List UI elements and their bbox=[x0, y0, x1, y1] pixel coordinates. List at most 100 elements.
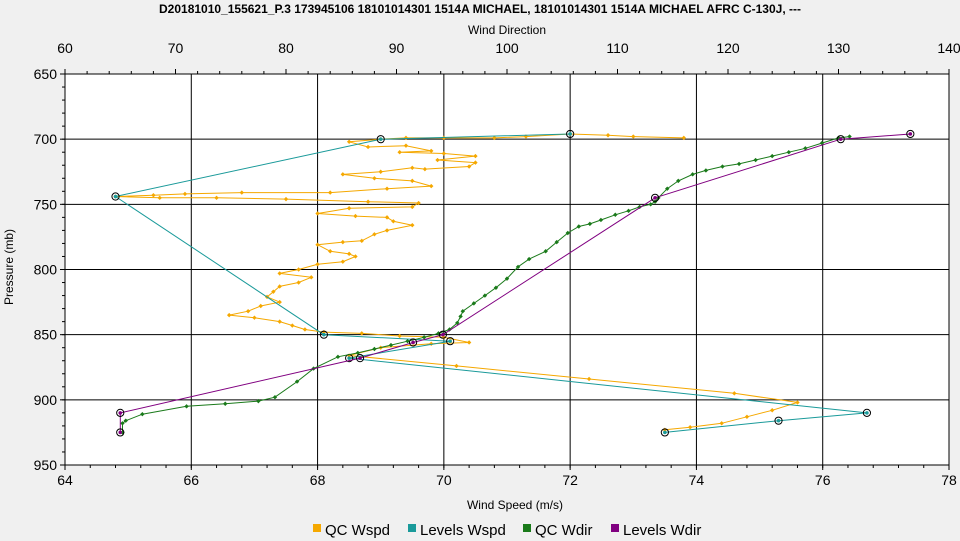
series-line bbox=[115, 133, 798, 431]
data-point-ring bbox=[650, 193, 660, 202]
data-point bbox=[378, 169, 383, 174]
data-point bbox=[441, 332, 445, 337]
data-point bbox=[296, 267, 301, 272]
data-point bbox=[182, 191, 188, 197]
data-point bbox=[245, 309, 251, 314]
data-point bbox=[732, 391, 737, 396]
data-point bbox=[466, 164, 472, 169]
data-point bbox=[736, 161, 742, 167]
data-point bbox=[340, 172, 346, 177]
x-top-tick-label: 70 bbox=[168, 40, 184, 56]
legend-item: Levels Wdir bbox=[611, 522, 701, 539]
data-point bbox=[372, 346, 377, 352]
data-point bbox=[753, 157, 758, 163]
y-tick-label: 800 bbox=[34, 262, 58, 278]
data-point bbox=[346, 251, 352, 257]
data-point bbox=[283, 196, 289, 202]
data-point bbox=[422, 166, 428, 172]
data-point bbox=[322, 332, 326, 337]
data-series bbox=[111, 129, 915, 437]
legend-swatch bbox=[408, 524, 416, 532]
series-levels-wdir bbox=[116, 129, 915, 437]
data-point bbox=[576, 224, 582, 229]
data-point bbox=[358, 356, 362, 360]
data-point bbox=[335, 354, 341, 360]
legend-swatch bbox=[523, 524, 531, 532]
data-point bbox=[448, 339, 452, 343]
legend-item: QC Wdir bbox=[523, 522, 593, 539]
data-point bbox=[687, 425, 693, 430]
data-point bbox=[598, 217, 604, 223]
x-top-tick-label: 80 bbox=[278, 40, 294, 56]
legend: QC Wspd Levels Wspd QC Wdir Levels Wdir bbox=[313, 522, 701, 539]
series-levels-wspd bbox=[111, 129, 872, 437]
data-point bbox=[744, 414, 750, 419]
data-point bbox=[226, 312, 232, 318]
data-point bbox=[786, 150, 791, 155]
data-point bbox=[302, 327, 308, 332]
data-point bbox=[819, 140, 825, 146]
data-point-ring bbox=[862, 408, 872, 417]
data-point bbox=[690, 172, 695, 177]
x-bottom-tick-label: 70 bbox=[436, 472, 452, 488]
data-point bbox=[482, 293, 488, 298]
data-point bbox=[613, 212, 618, 217]
data-point bbox=[378, 137, 383, 141]
series-line bbox=[119, 133, 911, 433]
data-point bbox=[776, 418, 781, 423]
data-point bbox=[315, 211, 320, 216]
data-point bbox=[272, 395, 278, 400]
data-point bbox=[770, 153, 775, 159]
x-top-tick-label: 120 bbox=[716, 40, 740, 56]
data-point bbox=[554, 239, 559, 245]
data-point bbox=[565, 230, 570, 236]
data-point bbox=[543, 249, 548, 254]
data-point bbox=[252, 315, 257, 320]
bottom-axis-label: Wind Speed (m/s) bbox=[467, 498, 563, 512]
legend-label: QC Wdir bbox=[535, 522, 593, 539]
data-point bbox=[421, 335, 427, 340]
x-top-tick-label: 140 bbox=[937, 40, 960, 56]
data-point bbox=[405, 338, 410, 344]
data-point bbox=[309, 275, 314, 280]
legend-swatch bbox=[313, 524, 321, 532]
data-point-ring bbox=[446, 337, 455, 346]
data-point bbox=[410, 178, 415, 184]
data-point bbox=[353, 254, 358, 259]
data-point bbox=[908, 132, 913, 136]
y-tick-label: 950 bbox=[34, 457, 58, 473]
axis-ticks: 64 66 68 70 72 74 76 78 60 70 80 90 100 110 120 130 140 6… bbox=[34, 40, 960, 488]
data-point bbox=[865, 411, 869, 415]
data-point bbox=[113, 194, 118, 199]
data-point bbox=[587, 221, 593, 227]
data-point-ring bbox=[116, 428, 125, 437]
data-point bbox=[384, 228, 390, 233]
data-point bbox=[120, 421, 125, 426]
data-point bbox=[429, 183, 434, 189]
data-point bbox=[466, 340, 472, 345]
data-point bbox=[290, 323, 295, 328]
data-point bbox=[296, 280, 301, 285]
x-top-tick-label: 90 bbox=[389, 40, 405, 56]
data-point bbox=[328, 190, 333, 195]
data-point bbox=[397, 333, 402, 339]
data-point bbox=[403, 143, 409, 148]
data-point bbox=[239, 190, 244, 195]
data-point bbox=[676, 178, 681, 184]
x-bottom-tick-label: 64 bbox=[57, 472, 73, 488]
data-point bbox=[454, 363, 459, 369]
data-point bbox=[315, 262, 320, 267]
y-tick-label: 750 bbox=[34, 196, 58, 212]
data-point bbox=[631, 134, 636, 139]
data-point bbox=[384, 215, 390, 220]
data-point bbox=[626, 208, 631, 214]
data-point-ring bbox=[319, 330, 328, 339]
data-point-ring bbox=[566, 129, 575, 139]
data-point-ring bbox=[408, 338, 418, 347]
x-bottom-tick-label: 72 bbox=[562, 472, 578, 488]
data-point bbox=[346, 139, 352, 144]
data-point bbox=[770, 408, 775, 413]
data-point-ring bbox=[774, 416, 783, 425]
data-point bbox=[388, 342, 394, 348]
data-point bbox=[586, 376, 592, 382]
